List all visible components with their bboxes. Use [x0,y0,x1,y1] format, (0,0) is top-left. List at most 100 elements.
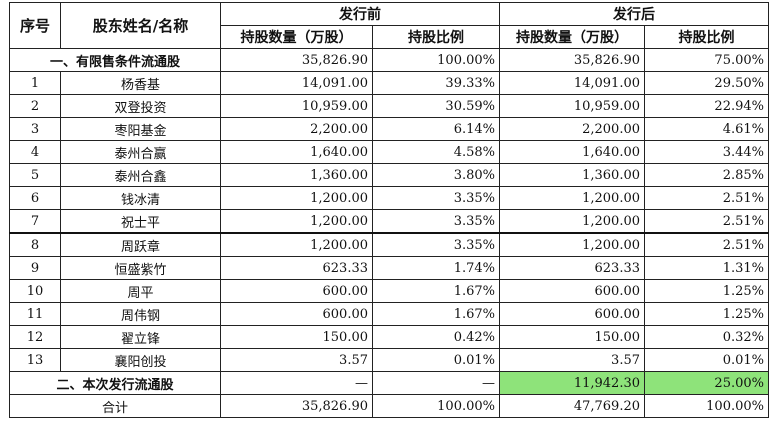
shares-before: 1,200.00 [220,186,373,210]
shares-before: 10,959.00 [220,94,373,118]
section-new-issue-shares-after: 11,942.30 [499,371,645,395]
shares-before: 150.00 [220,325,373,349]
shareholder-index: 6 [9,186,61,210]
shares-before: 1,360.00 [220,163,373,187]
shares-before: 623.33 [220,256,373,280]
total-ratio-after: 100.00% [644,394,769,418]
header-ratio-before: 持股比例 [372,25,500,49]
shareholder-name: 钱冰清 [60,186,221,210]
shares-after: 1,200.00 [499,232,645,257]
total-label: 合计 [9,394,221,418]
shareholder-index: 9 [9,256,61,280]
shareholder-name: 襄阳创投 [60,348,221,372]
shares-after: 3.57 [499,348,645,372]
table-row: 8 周跃章 1,200.00 3.35% 1,200.00 2.51% [9,232,769,257]
header-index: 序号 [9,2,61,49]
section-new-issue-ratio-after: 25.00% [644,371,769,395]
section-restricted-label: 一、有限售条件流通股 [9,48,221,72]
section-restricted-shares-before: 35,826.90 [220,48,373,72]
shares-before: 14,091.00 [220,71,373,95]
ratio-before: 0.01% [372,348,500,372]
table-row: 10 周平 600.00 1.67% 600.00 1.25% [9,279,769,303]
ratio-after: 2.51% [644,232,769,257]
shares-after: 1,360.00 [499,163,645,187]
table-row: 1 杨香基 14,091.00 39.33% 14,091.00 29.50% [9,71,769,95]
header-shares-after: 持股数量（万股） [499,25,645,49]
shares-after: 1,200.00 [499,186,645,210]
section-restricted-ratio-after: 75.00% [644,48,769,72]
shareholder-index: 10 [9,279,61,303]
shares-before: 2,200.00 [220,117,373,141]
shareholder-index: 8 [9,232,61,257]
shares-after: 150.00 [499,325,645,349]
ratio-after: 2.51% [644,209,769,234]
shareholder-name: 泰州合鑫 [60,163,221,187]
shareholder-index: 2 [9,94,61,118]
ratio-before: 3.35% [372,209,500,234]
header-before-issue: 发行前 [220,2,500,26]
table-row: 11 周伟钢 600.00 1.67% 600.00 1.25% [9,302,769,326]
table-row: 2 双登投资 10,959.00 30.59% 10,959.00 22.94% [9,94,769,118]
ratio-before: 3.80% [372,163,500,187]
shares-before: 600.00 [220,302,373,326]
shareholder-name: 翟立锋 [60,325,221,349]
ratio-after: 3.44% [644,140,769,164]
ratio-before: 1.74% [372,256,500,280]
ratio-after: 29.50% [644,71,769,95]
shareholder-index: 12 [9,325,61,349]
shareholding-table: 序号 股东姓名/名称 发行前 发行后 持股数量（万股） 持股比例 持股数量（万股… [9,2,769,418]
shares-after: 600.00 [499,279,645,303]
ratio-before: 3.35% [372,186,500,210]
ratio-after: 1.31% [644,256,769,280]
header-ratio-after: 持股比例 [644,25,769,49]
table-row: 7 祝士平 1,200.00 3.35% 1,200.00 2.51% [9,209,769,234]
table-row: 12 翟立锋 150.00 0.42% 150.00 0.32% [9,325,769,349]
shareholder-name: 恒盛紫竹 [60,256,221,280]
ratio-after: 0.32% [644,325,769,349]
shareholder-name: 祝士平 [60,209,221,234]
shareholder-name: 杨香基 [60,71,221,95]
shareholder-name: 周伟钢 [60,302,221,326]
table-row: 4 泰州合赢 1,640.00 4.58% 1,640.00 3.44% [9,140,769,164]
header-row-2: 持股数量（万股） 持股比例 持股数量（万股） 持股比例 [10,25,769,49]
shares-before: 1,640.00 [220,140,373,164]
header-shareholder-name: 股东姓名/名称 [60,2,221,49]
ratio-after: 2.51% [644,186,769,210]
table-row: 9 恒盛紫竹 623.33 1.74% 623.33 1.31% [9,256,769,280]
total-shares-after: 47,769.20 [499,394,645,418]
ratio-after: 1.25% [644,279,769,303]
shares-before: 1,200.00 [220,232,373,257]
shares-before: 3.57 [220,348,373,372]
shareholder-index: 1 [9,71,61,95]
table-row: 5 泰州合鑫 1,360.00 3.80% 1,360.00 2.85% [9,163,769,187]
shares-after: 600.00 [499,302,645,326]
shareholder-name: 周平 [60,279,221,303]
section-new-issue-ratio-before: — [372,371,500,395]
ratio-after: 22.94% [644,94,769,118]
ratio-before: 3.35% [372,232,500,257]
shares-after: 2,200.00 [499,117,645,141]
header-shares-before: 持股数量（万股） [220,25,373,49]
header-after-issue: 发行后 [499,2,769,26]
shares-before: 600.00 [220,279,373,303]
section-new-issue-row: 二、本次发行流通股 — — 11,942.30 25.00% [9,371,769,395]
shareholder-index: 13 [9,348,61,372]
ratio-before: 1.67% [372,302,500,326]
table-row: 6 钱冰清 1,200.00 3.35% 1,200.00 2.51% [9,186,769,210]
shares-after: 1,200.00 [499,209,645,234]
shares-before: 1,200.00 [220,209,373,234]
shares-after: 1,640.00 [499,140,645,164]
shares-after: 10,959.00 [499,94,645,118]
ratio-before: 1.67% [372,279,500,303]
ratio-after: 0.01% [644,348,769,372]
shareholder-name: 泰州合赢 [60,140,221,164]
shareholder-index: 5 [9,163,61,187]
shareholder-index: 3 [9,117,61,141]
section-new-issue-label: 二、本次发行流通股 [9,371,221,395]
ratio-after: 1.25% [644,302,769,326]
shareholder-name: 周跃章 [60,232,221,257]
shareholder-index: 4 [9,140,61,164]
ratio-after: 4.61% [644,117,769,141]
shareholder-name: 枣阳基金 [60,117,221,141]
ratio-before: 39.33% [372,71,500,95]
